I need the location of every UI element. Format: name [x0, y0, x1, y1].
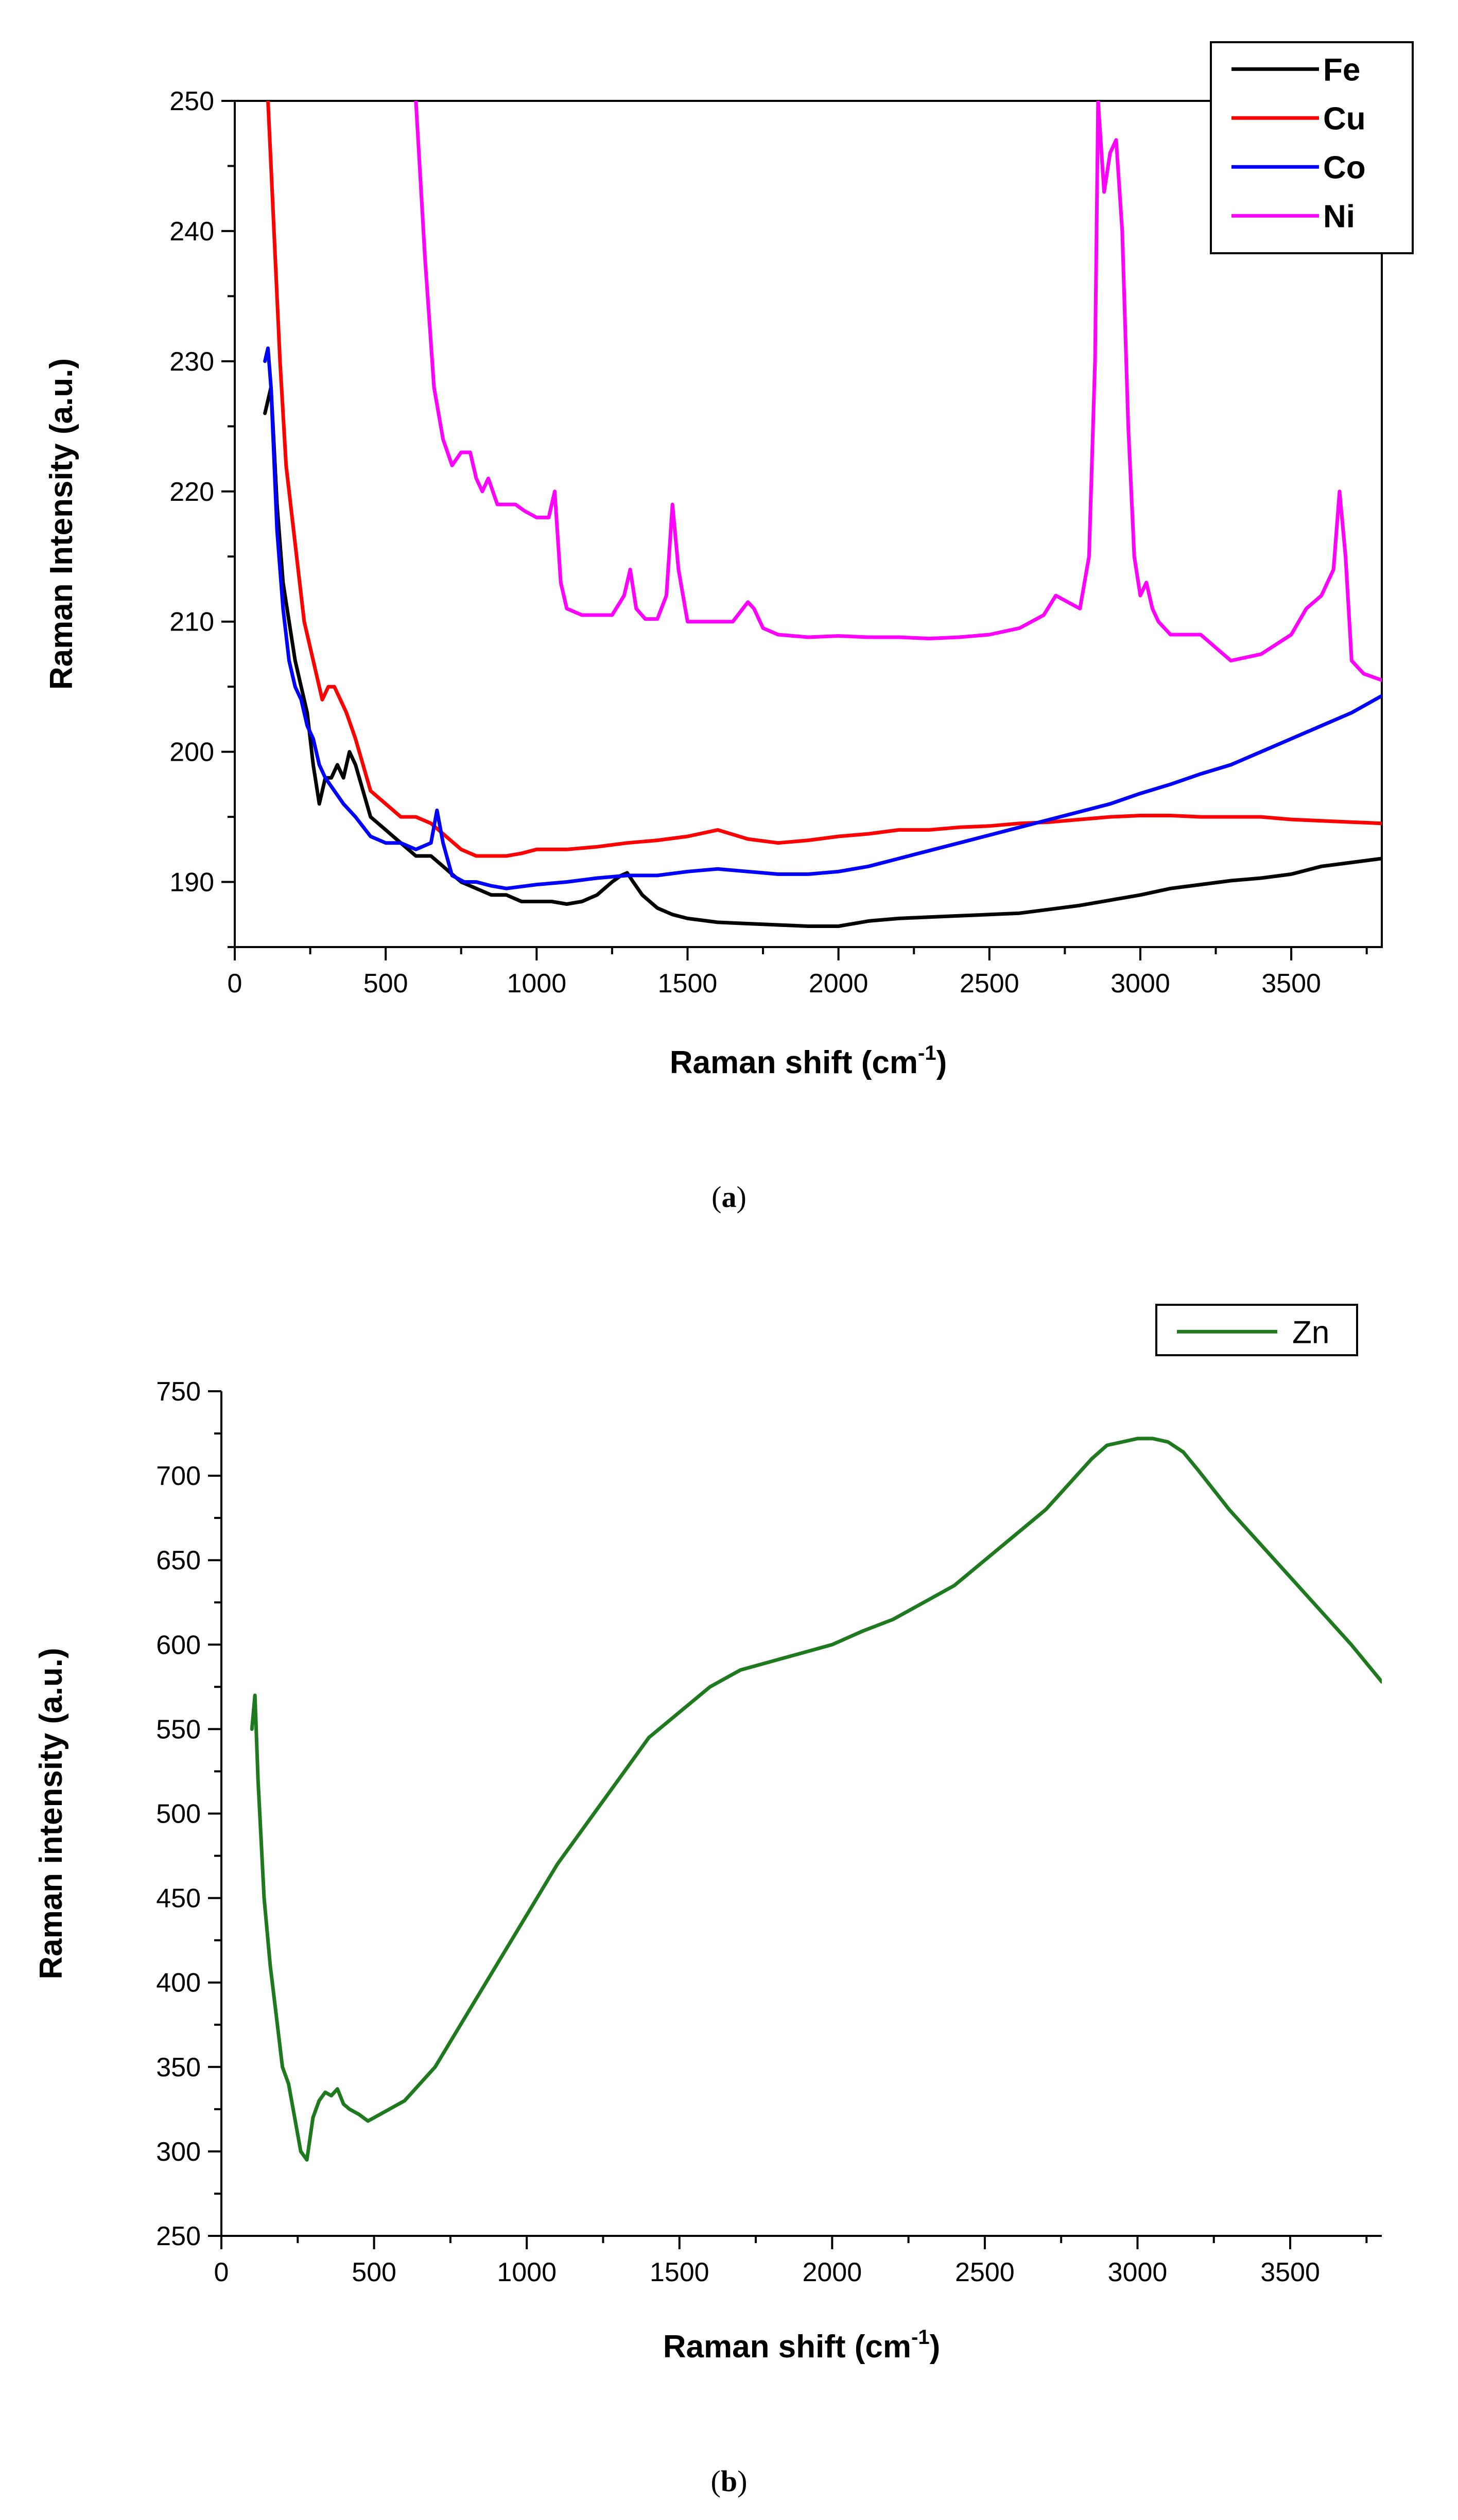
panel-b-axes	[220, 1391, 1382, 2237]
y-tick-label: 250	[169, 86, 214, 116]
panel-b-caption: (b)	[711, 2464, 748, 2498]
x-tick-label: 0	[214, 2257, 229, 2287]
legend-label-zn: Zn	[1292, 1315, 1329, 1350]
x-tick-label: 1000	[507, 969, 566, 999]
x-tick-label: 500	[352, 2257, 396, 2287]
y-tick-label: 450	[156, 1884, 201, 1914]
panel-b-series-lines	[250, 1437, 1382, 2162]
y-tick-label: 300	[156, 2137, 201, 2167]
x-tick-label: 3000	[1108, 2257, 1168, 2287]
series-line-zn	[250, 1437, 1382, 2162]
panel-a-series-lines	[263, 101, 1382, 928]
y-tick-label: 550	[156, 1714, 201, 1744]
x-tick-label: 1500	[658, 969, 718, 999]
x-tick-label: 1500	[650, 2257, 709, 2287]
series-line-ni	[414, 101, 1382, 682]
panel-a-ticks: 0 500 1000 1500 2000 2500 3000 3500 190 200 210 220…	[169, 86, 1368, 999]
y-tick-label: 220	[169, 477, 214, 507]
panel-b-x-axis-title: Raman shift (cm-1)	[663, 2326, 941, 2365]
x-tick-label: 2500	[960, 969, 1019, 999]
panel-a-x-axis-title: Raman shift (cm-1)	[670, 1042, 947, 1080]
legend-label-co: Co	[1323, 150, 1366, 185]
panel-b-legend: Zn	[1155, 1304, 1358, 1356]
y-tick-label: 700	[156, 1461, 201, 1491]
y-tick-label: 750	[156, 1377, 201, 1407]
y-tick-label: 500	[156, 1799, 201, 1829]
series-line-co	[263, 346, 1382, 890]
x-tick-label: 0	[228, 969, 242, 999]
legend-label-ni: Ni	[1323, 199, 1355, 234]
x-tick-label: 3500	[1260, 2257, 1320, 2287]
y-tick-label: 350	[156, 2053, 201, 2082]
y-tick-label: 650	[156, 1546, 201, 1576]
legend-box	[1210, 41, 1414, 254]
x-tick-label: 1000	[497, 2257, 557, 2287]
panel-b-chart: 0 500 1000 1500 2000 2500 3000 3500 250 300 350 400…	[33, 1304, 1382, 2365]
panel-b-y-axis-title: Raman intensity (a.u.)	[33, 1648, 69, 1979]
series-line-cu	[266, 101, 1382, 858]
x-tick-label: 2000	[802, 2257, 862, 2287]
panel-a-y-axis-title: Raman Intensity (a.u.)	[44, 358, 79, 690]
x-tick-label: 2000	[809, 969, 869, 999]
legend-label-cu: Cu	[1323, 101, 1366, 136]
y-tick-label: 400	[156, 1968, 201, 1998]
y-tick-label: 200	[169, 738, 214, 767]
series-line-fe	[263, 385, 1382, 928]
x-tick-label: 3000	[1110, 969, 1170, 999]
panel-a-chart: 0 500 1000 1500 2000 2500 3000 3500 190 200 210 220…	[44, 41, 1414, 1080]
y-tick-label: 190	[169, 868, 214, 898]
legend-label-fe: Fe	[1323, 52, 1360, 87]
panel-a-caption: (a)	[711, 1180, 747, 1214]
x-tick-label: 3500	[1261, 969, 1321, 999]
y-tick-label: 240	[169, 217, 214, 247]
panel-a-plot-area	[234, 100, 1383, 948]
y-tick-label: 250	[156, 2221, 201, 2251]
y-tick-label: 230	[169, 347, 214, 377]
panel-a-legend: Fe Cu Co Ni	[1210, 41, 1414, 254]
x-tick-label: 2500	[955, 2257, 1015, 2287]
panel-b-ticks: 0 500 1000 1500 2000 2500 3000 3500 250 300 350 400…	[156, 1377, 1368, 2287]
x-tick-label: 500	[363, 969, 408, 999]
y-tick-label: 210	[169, 607, 214, 637]
y-tick-label: 600	[156, 1630, 201, 1660]
